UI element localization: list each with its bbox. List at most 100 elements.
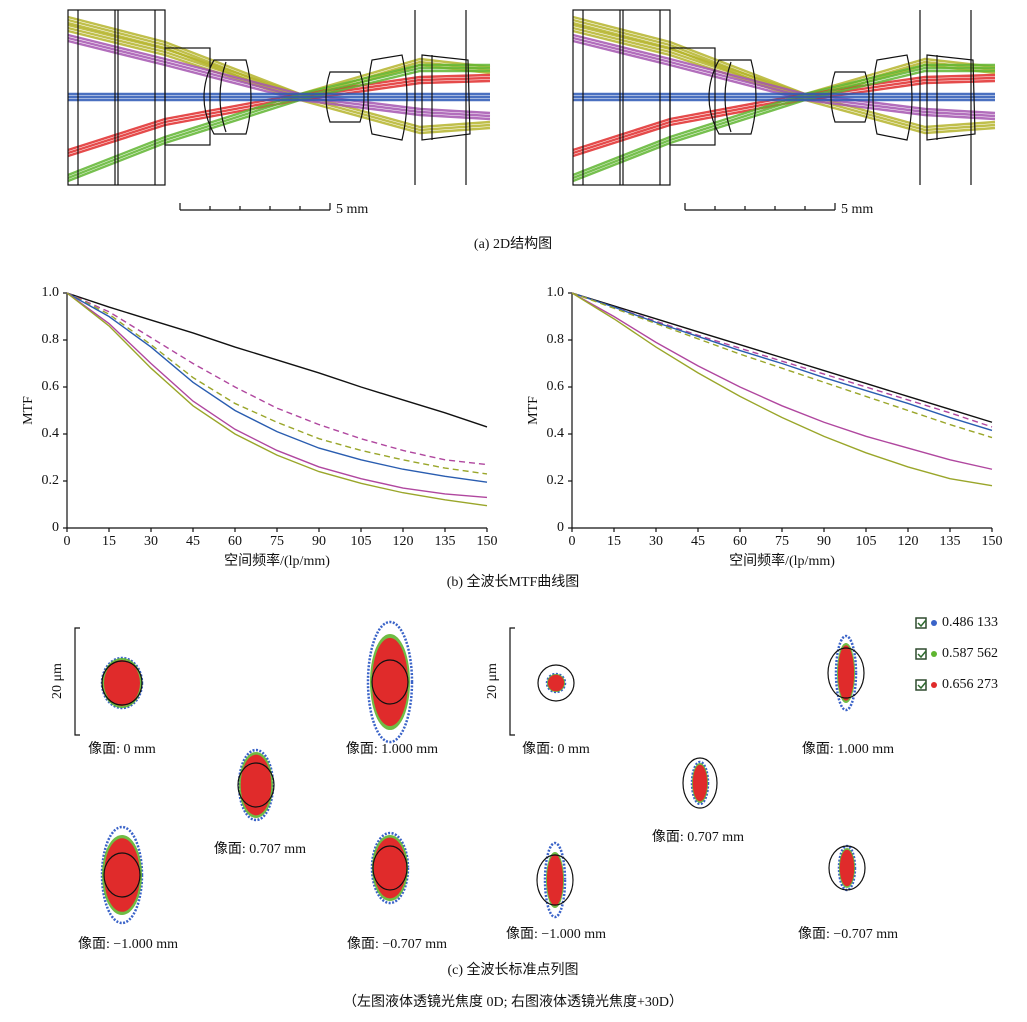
legend-checkbox bbox=[915, 648, 927, 660]
y-axis-label: MTF bbox=[21, 396, 36, 425]
x-tick-label: 120 bbox=[898, 534, 919, 549]
lens-element bbox=[203, 59, 252, 135]
legend-check bbox=[917, 650, 927, 659]
lens-element bbox=[367, 54, 408, 141]
lens-element bbox=[219, 61, 227, 133]
lens-element bbox=[669, 47, 716, 146]
x-tick-label: 30 bbox=[144, 534, 158, 549]
x-tick-label: 30 bbox=[649, 534, 663, 549]
ray bbox=[572, 66, 995, 180]
x-tick-label: 90 bbox=[817, 534, 831, 549]
y-tick-label: 1.0 bbox=[547, 285, 565, 300]
legend-marker bbox=[931, 651, 937, 657]
y-tick-label: 0.6 bbox=[42, 379, 60, 394]
mtf-line bbox=[571, 292, 993, 439]
x-tick-label: 0 bbox=[64, 534, 71, 549]
spot-red bbox=[839, 849, 855, 887]
lens-diagram: 5 mm bbox=[67, 9, 491, 217]
mtf-line bbox=[571, 292, 993, 423]
scale-label: 20 μm bbox=[485, 663, 500, 699]
caption-a: (a) 2D结构图 bbox=[474, 236, 552, 252]
mtf-line bbox=[66, 292, 488, 483]
legend-check bbox=[917, 681, 927, 690]
field-label: 像面: 0 mm bbox=[522, 741, 590, 757]
mtf-line bbox=[571, 292, 993, 432]
field-label: 像面: −1.000 mm bbox=[506, 926, 606, 942]
spot-red bbox=[372, 637, 408, 727]
x-tick-label: 150 bbox=[982, 534, 1003, 549]
y-tick-label: 0.8 bbox=[547, 332, 565, 347]
legend-marker bbox=[931, 620, 937, 626]
legend-marker bbox=[931, 682, 937, 688]
legend-label: 0.587 562 bbox=[942, 646, 998, 661]
x-tick-label: 105 bbox=[856, 534, 877, 549]
spot-red bbox=[546, 854, 564, 906]
spot-red bbox=[373, 837, 407, 899]
figure-note: （左图液体透镜光焦度 0D; 右图液体透镜光焦度+30D） bbox=[343, 994, 683, 1010]
mtf-chart: 0 15 30 45 60 75 90 105 120 135 150 0 0.2 0.4 0.6 0.8 1.… bbox=[526, 285, 1002, 569]
lens-element bbox=[421, 54, 471, 141]
legend-label: 0.656 273 bbox=[942, 677, 998, 692]
spot-red bbox=[240, 754, 272, 816]
field-label: 像面: 1.000 mm bbox=[802, 741, 894, 757]
caption-b: (b) 全波长MTF曲线图 bbox=[447, 573, 580, 590]
airy-circle bbox=[537, 664, 575, 702]
mtf-chart: 0 15 30 45 60 75 90 105 120 135 150 0 0.2 0.4 0.6 0.8 1.… bbox=[21, 285, 497, 569]
y-tick-label: 0.4 bbox=[42, 426, 60, 441]
x-tick-label: 90 bbox=[312, 534, 326, 549]
y-tick-label: 0.2 bbox=[42, 473, 60, 488]
legend-checkbox bbox=[915, 679, 927, 691]
spot-red bbox=[837, 645, 855, 701]
lens-element bbox=[926, 54, 976, 141]
spot-red bbox=[547, 674, 565, 692]
caption-c: (c) 全波长标准点列图 bbox=[447, 961, 578, 978]
mtf-line bbox=[571, 292, 993, 487]
y-tick-label: 1.0 bbox=[42, 285, 60, 300]
mtf-line bbox=[66, 292, 488, 428]
field-label: 像面: −0.707 mm bbox=[798, 926, 898, 942]
x-tick-label: 75 bbox=[775, 534, 789, 549]
field-label: 像面: −1.000 mm bbox=[78, 936, 178, 952]
airy-circle bbox=[536, 854, 574, 906]
x-tick-label: 45 bbox=[691, 534, 705, 549]
legend-item: 0.656 273 bbox=[915, 677, 998, 692]
x-tick-label: 45 bbox=[186, 534, 200, 549]
lens-element bbox=[164, 47, 211, 146]
x-tick-label: 60 bbox=[733, 534, 747, 549]
ray bbox=[67, 66, 490, 180]
field-label: 像面: −0.707 mm bbox=[347, 936, 447, 952]
field-label: 像面: 1.000 mm bbox=[346, 741, 438, 757]
mtf-line bbox=[66, 292, 488, 466]
x-tick-label: 120 bbox=[393, 534, 414, 549]
y-tick-label: 0.6 bbox=[547, 379, 565, 394]
ray bbox=[67, 63, 490, 177]
x-tick-label: 75 bbox=[270, 534, 284, 549]
spot-blue bbox=[366, 620, 414, 744]
airy-circle bbox=[371, 659, 409, 705]
airy-circle bbox=[372, 845, 408, 891]
ray bbox=[572, 63, 995, 177]
y-axis-label: MTF bbox=[526, 396, 541, 425]
airy-circle bbox=[682, 757, 718, 809]
lens-element bbox=[872, 54, 913, 141]
y-tick-label: 0 bbox=[52, 520, 59, 535]
scale-label: 20 μm bbox=[50, 663, 65, 699]
x-tick-label: 15 bbox=[607, 534, 621, 549]
x-tick-label: 150 bbox=[477, 534, 498, 549]
airy-circle bbox=[828, 845, 866, 891]
spot-red bbox=[692, 764, 708, 802]
y-tick-label: 0 bbox=[557, 520, 564, 535]
scale-label: 5 mm bbox=[336, 202, 368, 217]
legend-item: 0.587 562 bbox=[915, 646, 998, 661]
lens-diagram: 5 mm bbox=[572, 9, 996, 217]
mtf-line bbox=[571, 292, 993, 470]
x-axis-label: 空间频率/(lp/mm) bbox=[729, 552, 835, 569]
lens-element bbox=[708, 59, 757, 135]
legend-checkbox bbox=[915, 617, 927, 629]
legend-check bbox=[917, 619, 927, 628]
airy-circle bbox=[103, 852, 141, 898]
mtf-line bbox=[571, 292, 993, 428]
mtf-line bbox=[66, 292, 488, 507]
spot-panel: 20 μm 像面: 0 mm 像面: 1.000 mm 像面: 0.707 mm 像面:… bbox=[50, 620, 447, 952]
